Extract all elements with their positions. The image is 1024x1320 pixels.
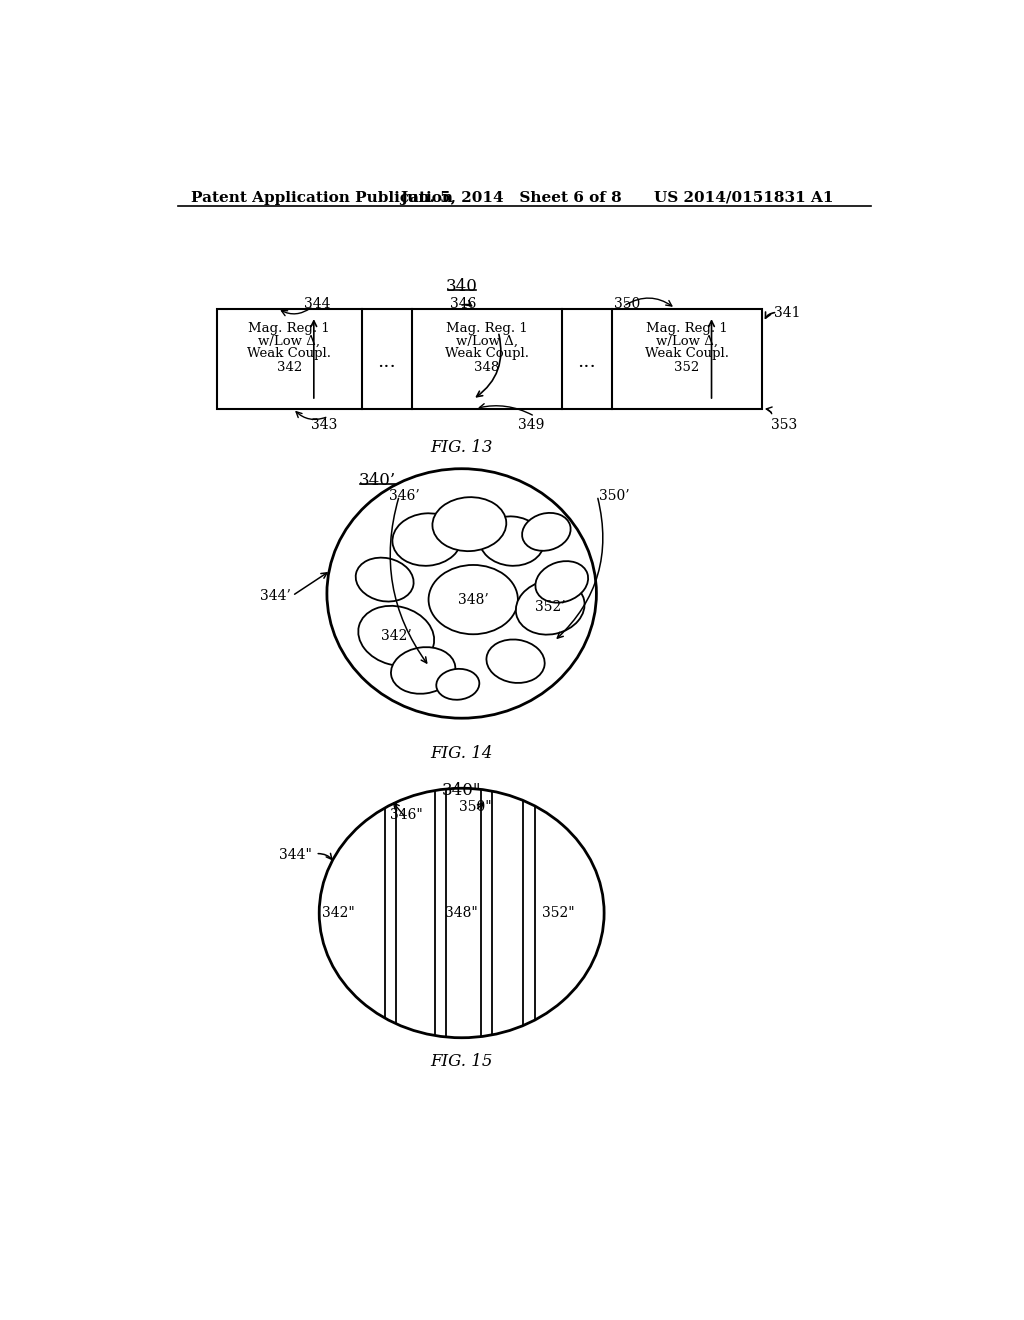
Text: 350’: 350’ (599, 490, 630, 503)
Ellipse shape (436, 669, 479, 700)
Ellipse shape (327, 469, 596, 718)
Text: 350": 350" (459, 800, 492, 814)
Text: 352: 352 (674, 360, 699, 374)
Text: FIG. 14: FIG. 14 (430, 744, 493, 762)
Text: 348": 348" (445, 906, 478, 920)
Text: Mag. Reg. 1: Mag. Reg. 1 (248, 322, 330, 335)
Text: 348: 348 (474, 360, 500, 374)
Text: Weak Coupl.: Weak Coupl. (444, 347, 528, 360)
Ellipse shape (536, 561, 588, 603)
Text: 344": 344" (279, 847, 311, 862)
Text: w/Low Δ,: w/Low Δ, (656, 335, 718, 347)
Text: 346’: 346’ (388, 490, 419, 503)
Text: 344: 344 (304, 297, 331, 312)
Text: w/Low Δ,: w/Low Δ, (258, 335, 321, 347)
Text: 350: 350 (614, 297, 640, 312)
Text: Jun. 5, 2014   Sheet 6 of 8: Jun. 5, 2014 Sheet 6 of 8 (400, 191, 622, 205)
Ellipse shape (391, 647, 456, 694)
Ellipse shape (319, 788, 604, 1038)
Text: FIG. 15: FIG. 15 (430, 1053, 493, 1071)
Text: w/Low Δ,: w/Low Δ, (456, 335, 518, 347)
Text: 352’: 352’ (535, 601, 565, 614)
Text: Patent Application Publication: Patent Application Publication (190, 191, 453, 205)
Text: 342’: 342’ (381, 628, 412, 643)
Text: 341: 341 (773, 306, 800, 321)
Text: 342: 342 (276, 360, 302, 374)
Text: 353: 353 (771, 418, 798, 432)
Ellipse shape (358, 606, 434, 665)
Text: Mag. Reg. 1: Mag. Reg. 1 (646, 322, 728, 335)
Text: 342": 342" (323, 906, 355, 920)
Text: Weak Coupl.: Weak Coupl. (645, 347, 729, 360)
Ellipse shape (355, 557, 414, 602)
Text: 346": 346" (390, 808, 423, 821)
Ellipse shape (432, 498, 506, 552)
Ellipse shape (486, 639, 545, 682)
Text: 348’: 348’ (458, 593, 488, 607)
Ellipse shape (392, 513, 462, 566)
Bar (217, 309, 762, 409)
Text: ...: ... (578, 354, 596, 371)
Text: 340’: 340’ (358, 471, 395, 488)
Text: 340": 340" (442, 781, 481, 799)
Ellipse shape (522, 513, 570, 550)
Text: US 2014/0151831 A1: US 2014/0151831 A1 (654, 191, 834, 205)
Text: 340: 340 (445, 277, 477, 294)
Text: 349: 349 (518, 418, 544, 432)
Text: 344’: 344’ (260, 589, 291, 603)
Ellipse shape (516, 579, 585, 635)
Text: FIG. 13: FIG. 13 (430, 440, 493, 457)
Text: Weak Coupl.: Weak Coupl. (247, 347, 331, 360)
Text: 352": 352" (542, 906, 574, 920)
Text: 346: 346 (451, 297, 476, 312)
Ellipse shape (429, 565, 518, 635)
Text: ...: ... (377, 354, 396, 371)
Text: 343: 343 (311, 418, 338, 432)
Text: Mag. Reg. 1: Mag. Reg. 1 (445, 322, 527, 335)
Ellipse shape (479, 516, 544, 566)
